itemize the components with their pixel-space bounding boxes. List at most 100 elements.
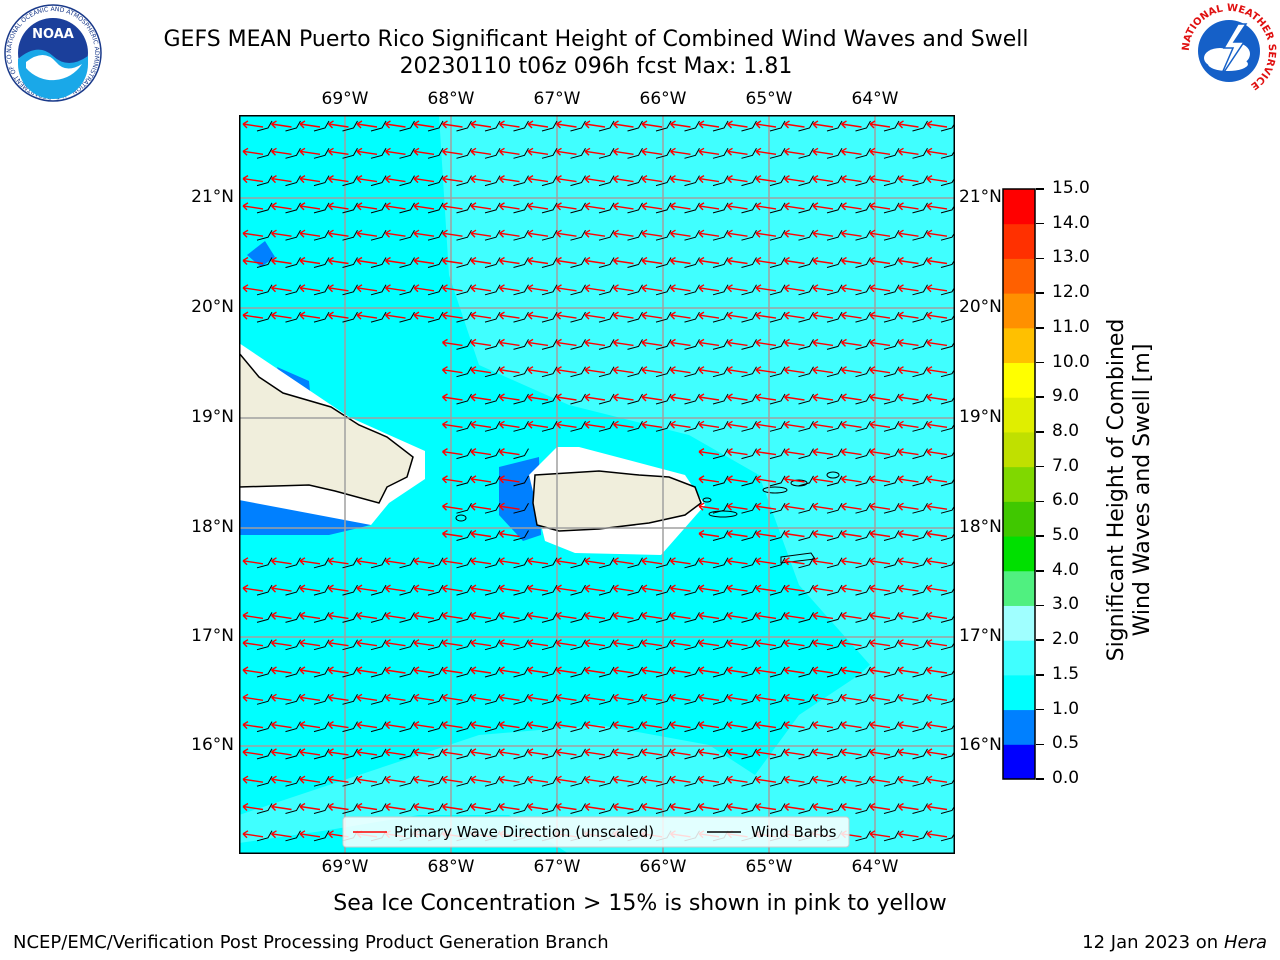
wave-direction-arrow (755, 120, 777, 129)
wave-direction-arrow (698, 802, 720, 811)
wind-barb (256, 557, 273, 569)
wave-direction-arrow (584, 775, 606, 784)
colorbar-tick-mark (1036, 292, 1044, 294)
wind-barb (826, 284, 843, 296)
longitude-tick-label: 66°W (639, 857, 687, 877)
wave-direction-arrow (641, 693, 663, 702)
wave-direction-arrow (670, 256, 691, 265)
wave-direction-arrow (812, 284, 834, 293)
wind-barb (541, 748, 558, 760)
wave-direction-arrow (755, 557, 777, 566)
wave-direction-arrow (356, 639, 378, 648)
wind-barb (826, 311, 843, 323)
wind-barb (399, 229, 415, 241)
wave-direction-arrow (755, 311, 777, 320)
latitude-tick-label: 19°N (959, 407, 1002, 427)
wave-direction-arrow (727, 502, 748, 511)
wave-direction-arrow (812, 393, 834, 402)
colorbar-tick-label: 15.0 (1052, 178, 1090, 198)
wind-barb (712, 229, 729, 241)
wind-barb (313, 694, 330, 705)
wind-barb (484, 475, 501, 487)
wave-direction-arrow (812, 720, 834, 730)
wind-barb (313, 148, 330, 159)
wave-direction-arrow (898, 584, 919, 593)
wind-barb (627, 612, 643, 623)
wave-direction-arrow (613, 639, 634, 648)
wind-barb (513, 803, 529, 814)
wave-direction-arrow (442, 256, 463, 265)
wave-direction-arrow (470, 502, 492, 511)
wave-direction-arrow (242, 584, 264, 593)
wave-direction-arrow (869, 420, 891, 429)
wave-direction-arrow (641, 420, 663, 429)
wave-direction-arrow (556, 311, 577, 320)
colorbar-tick-mark (1036, 465, 1044, 468)
wind-barb (456, 393, 472, 405)
colorbar-tick-label: 3.0 (1052, 594, 1080, 615)
wind-barb (883, 421, 900, 432)
colorbar-tick-mark (1036, 604, 1044, 607)
wave-direction-arrow (356, 202, 378, 211)
wind-barb (712, 339, 729, 350)
latitude-tick-label: 18°N (959, 517, 1002, 537)
wave-direction-arrow (556, 202, 577, 211)
wave-direction-arrow (556, 693, 577, 702)
wave-direction-arrow (755, 338, 777, 347)
wave-direction-arrow (698, 284, 720, 293)
wave-direction-arrow (584, 174, 606, 184)
latitude-tick-label: 21°N (959, 187, 1002, 207)
wave-direction-arrow (698, 475, 720, 484)
wind-barb (285, 612, 301, 623)
wave-direction-arrow (869, 447, 891, 457)
wave-direction-arrow (556, 584, 577, 593)
wave-direction-arrow (385, 120, 406, 129)
wind-barb (484, 339, 501, 350)
wind-barb (798, 721, 814, 733)
wave-direction-arrow (755, 775, 777, 784)
date-stamp: 12 Jan 2023 on Hera (1082, 932, 1267, 953)
wind-barb (712, 612, 729, 623)
wind-barb (684, 202, 700, 214)
wave-direction-arrow (470, 284, 492, 293)
sea-ice-note: Sea Ice Concentration > 15% is shown in … (333, 891, 947, 916)
wave-direction-arrow (527, 639, 549, 648)
wind-barb (256, 311, 273, 323)
wind-barb (741, 202, 757, 214)
wave-direction-arrow (470, 311, 492, 320)
wave-direction-arrow (727, 311, 748, 320)
wave-direction-arrow (527, 666, 549, 675)
wave-direction-arrow (698, 666, 720, 675)
wave-direction-arrow (356, 229, 378, 238)
wind-barb (570, 666, 586, 678)
colorbar-tick-label: 4.0 (1052, 559, 1080, 580)
wind-barb (798, 748, 814, 760)
wave-direction-arrow (755, 420, 777, 429)
wind-barb (256, 202, 273, 214)
wave-direction-arrow (898, 557, 919, 566)
colorbar-label-line2: Wind Waves and Swell [m] (1130, 344, 1155, 637)
wind-barb (456, 311, 472, 323)
wave-direction-arrow (898, 802, 919, 811)
colorbar-tick-mark (1036, 431, 1044, 433)
wind-barb (256, 803, 273, 814)
wind-barb (912, 448, 928, 460)
wave-direction-arrow (470, 229, 492, 238)
latitude-tick-label: 16°N (191, 735, 234, 755)
wind-barb (769, 530, 786, 541)
wind-barb (370, 748, 387, 760)
wave-direction-arrow (926, 284, 948, 293)
wave-direction-arrow (527, 393, 549, 402)
wind-barb (456, 775, 472, 787)
wind-barb (313, 666, 330, 678)
wind-barb (313, 557, 330, 569)
wind-barb (370, 557, 387, 569)
wave-direction-arrow (869, 393, 891, 402)
wave-direction-arrow (812, 366, 834, 375)
wave-direction-arrow (869, 475, 891, 484)
wave-direction-arrow (812, 338, 834, 347)
wave-contour-0p5-1m-patch (247, 241, 275, 267)
wave-direction-arrow (328, 802, 349, 811)
wind-barb (342, 666, 358, 678)
wind-barb (598, 748, 615, 760)
